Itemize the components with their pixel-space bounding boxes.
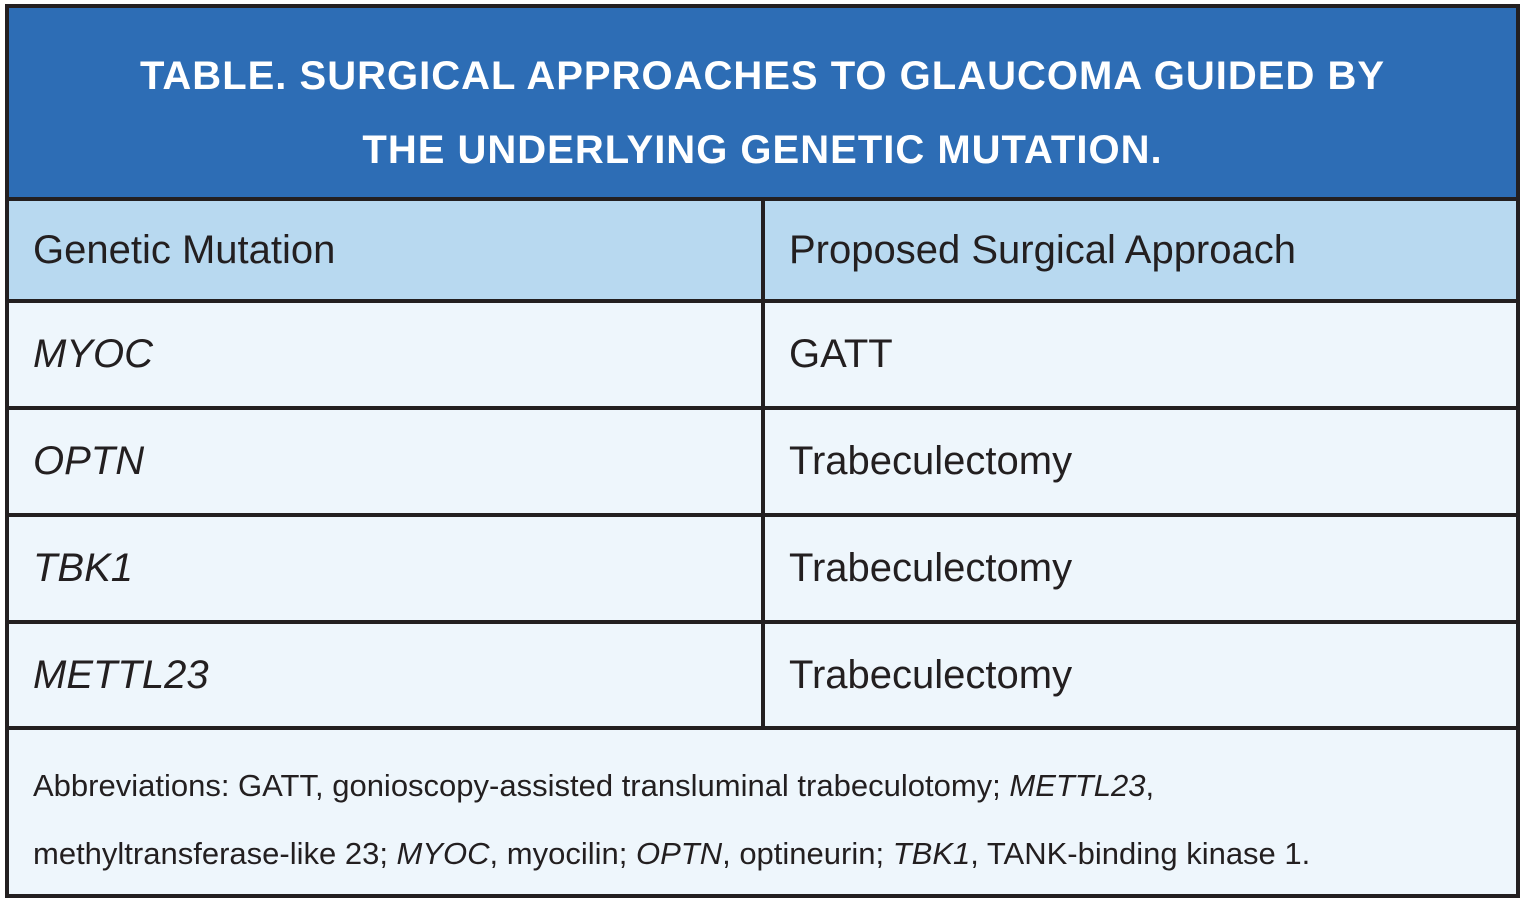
mutation-cell: MYOC <box>33 332 153 376</box>
column-header-mutation: Genetic Mutation <box>33 227 336 272</box>
title-line-1: TABLE. SURGICAL APPROACHES TO GLAUCOMA G… <box>139 54 1386 98</box>
mutation-cell: OPTN <box>33 439 145 483</box>
footnote-gene: TBK1 <box>892 836 971 871</box>
approach-cell: Trabeculectomy <box>789 652 1073 697</box>
table-figure: TABLE. SURGICAL APPROACHES TO GLAUCOMA G… <box>5 4 1520 898</box>
footnote-text: , TANK-binding kinase 1. <box>970 836 1311 871</box>
footnote-text: , <box>1145 768 1155 803</box>
approach-cell: Trabeculectomy <box>789 439 1073 483</box>
approach-cell: GATT <box>789 332 893 376</box>
title-line-2: THE UNDERLYING GENETIC MUTATION. <box>362 128 1163 172</box>
footnote-gene: OPTN <box>635 836 723 871</box>
table-row: OPTN Trabeculectomy <box>9 410 1516 517</box>
footnote-text: , optineurin; <box>722 836 893 871</box>
table-row: MYOC GATT <box>9 303 1516 410</box>
table-row: METTL23 Trabeculectomy <box>9 624 1516 730</box>
footnote-text: methyltransferase-like 23; <box>33 836 397 871</box>
mutation-cell: METTL23 <box>33 652 209 697</box>
table-row: TBK1 Trabeculectomy <box>9 517 1516 624</box>
table-title: TABLE. SURGICAL APPROACHES TO GLAUCOMA G… <box>9 8 1516 201</box>
header-row: Genetic Mutation Proposed Surgical Appro… <box>9 201 1516 303</box>
mutation-cell: TBK1 <box>33 546 134 590</box>
footnote-text: , myocilin; <box>489 836 636 871</box>
column-header-approach: Proposed Surgical Approach <box>789 227 1296 272</box>
footnote-gene: MYOC <box>396 836 490 871</box>
abbreviations-footnote: Abbreviations: GATT, gonioscopy-assisted… <box>33 752 1493 888</box>
footnote-gene: METTL23 <box>1009 768 1146 803</box>
approach-cell: Trabeculectomy <box>789 546 1073 590</box>
footnote-text: Abbreviations: GATT, gonioscopy-assisted… <box>33 768 1010 803</box>
